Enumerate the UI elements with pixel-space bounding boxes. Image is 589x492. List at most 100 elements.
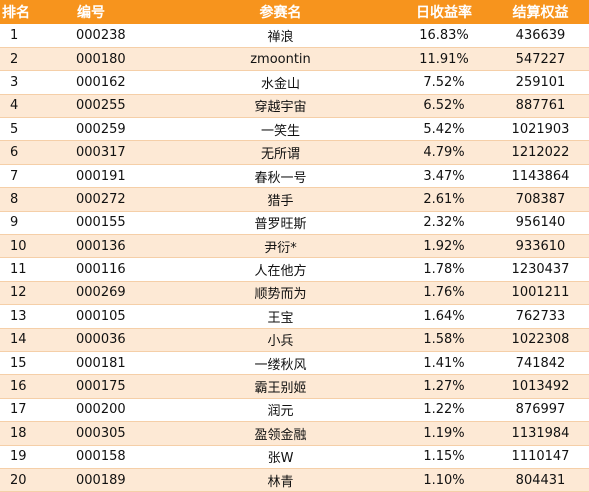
equity-cell: 1110147 bbox=[492, 445, 589, 469]
name-cell: 尹衍* bbox=[165, 234, 396, 259]
name-cell: 盈领金融 bbox=[165, 421, 396, 446]
table-row: 4 000255 穿越宇宙 6.52% 887761 bbox=[0, 94, 589, 119]
table-row: 2 000180 zmoontin 11.91% 547227 bbox=[0, 47, 589, 72]
name-cell: 春秋一号 bbox=[165, 164, 396, 189]
return-cell: 11.91% bbox=[396, 47, 492, 72]
equity-cell: 1021903 bbox=[492, 117, 589, 142]
rank-cell: 18 bbox=[0, 421, 47, 446]
return-cell: 1.41% bbox=[396, 351, 492, 376]
table-row: 17 000200 润元 1.22% 876997 bbox=[0, 398, 589, 423]
table-row: 9 000155 普罗旺斯 2.32% 956140 bbox=[0, 211, 589, 236]
equity-cell: 1143864 bbox=[492, 164, 589, 189]
equity-cell: 741842 bbox=[492, 351, 589, 376]
header-daily-return: 日收益率 bbox=[416, 5, 472, 21]
return-cell: 7.52% bbox=[396, 70, 492, 95]
name-cell: 林青 bbox=[165, 468, 396, 492]
name-cell: 润元 bbox=[165, 398, 396, 423]
header-name: 参赛名 bbox=[259, 5, 302, 21]
name-cell: 禅浪 bbox=[165, 24, 396, 48]
return-cell: 1.27% bbox=[396, 374, 492, 399]
return-cell: 3.47% bbox=[396, 164, 492, 189]
rank-cell: 4 bbox=[0, 94, 47, 119]
rank-cell: 14 bbox=[0, 328, 47, 352]
name-cell: 霸王别姬 bbox=[165, 374, 396, 399]
id-cell: 000116 bbox=[47, 257, 165, 282]
id-cell: 000180 bbox=[47, 47, 165, 72]
table-row: 10 000136 尹衍* 1.92% 933610 bbox=[0, 234, 589, 259]
rank-cell: 6 bbox=[0, 140, 47, 165]
rank-cell: 20 bbox=[0, 468, 47, 492]
name-cell: 普罗旺斯 bbox=[165, 211, 396, 236]
rank-cell: 13 bbox=[0, 304, 47, 329]
table-row: 16 000175 霸王别姬 1.27% 1013492 bbox=[0, 374, 589, 399]
return-cell: 2.32% bbox=[396, 211, 492, 236]
id-cell: 000305 bbox=[47, 421, 165, 446]
return-cell: 1.58% bbox=[396, 328, 492, 352]
return-cell: 1.15% bbox=[396, 445, 492, 469]
id-cell: 000189 bbox=[47, 468, 165, 492]
rank-cell: 12 bbox=[0, 281, 47, 306]
equity-cell: 436639 bbox=[492, 24, 589, 48]
equity-cell: 1022308 bbox=[492, 328, 589, 352]
return-cell: 16.83% bbox=[396, 24, 492, 48]
id-cell: 000317 bbox=[47, 140, 165, 165]
equity-cell: 762733 bbox=[492, 304, 589, 329]
return-cell: 5.42% bbox=[396, 117, 492, 142]
id-cell: 000036 bbox=[47, 328, 165, 352]
return-cell: 1.22% bbox=[396, 398, 492, 423]
rank-cell: 3 bbox=[0, 70, 47, 95]
table-row: 15 000181 一缕秋风 1.41% 741842 bbox=[0, 351, 589, 376]
table-row: 6 000317 无所谓 4.79% 1212022 bbox=[0, 140, 589, 165]
id-cell: 000181 bbox=[47, 351, 165, 376]
table-row: 13 000105 王宝 1.64% 762733 bbox=[0, 304, 589, 329]
equity-cell: 708387 bbox=[492, 187, 589, 212]
id-cell: 000158 bbox=[47, 445, 165, 469]
id-cell: 000272 bbox=[47, 187, 165, 212]
equity-cell: 259101 bbox=[492, 70, 589, 95]
equity-cell: 1013492 bbox=[492, 374, 589, 399]
equity-cell: 1131984 bbox=[492, 421, 589, 446]
return-cell: 1.78% bbox=[396, 257, 492, 282]
return-cell: 1.64% bbox=[396, 304, 492, 329]
equity-cell: 887761 bbox=[492, 94, 589, 119]
table-body: 1 000238 禅浪 16.83% 436639 2 000180 zmoontin 11.9… bbox=[0, 24, 589, 492]
table-row: 1 000238 禅浪 16.83% 436639 bbox=[0, 24, 589, 48]
equity-cell: 1001211 bbox=[492, 281, 589, 306]
name-cell: 猎手 bbox=[165, 187, 396, 212]
id-cell: 000259 bbox=[47, 117, 165, 142]
rank-cell: 9 bbox=[0, 211, 47, 236]
return-cell: 4.79% bbox=[396, 140, 492, 165]
rank-cell: 17 bbox=[0, 398, 47, 423]
id-cell: 000175 bbox=[47, 374, 165, 399]
table-row: 12 000269 顺势而为 1.76% 1001211 bbox=[0, 281, 589, 306]
table-row: 3 000162 水金山 7.52% 259101 bbox=[0, 70, 589, 95]
return-cell: 2.61% bbox=[396, 187, 492, 212]
id-cell: 000105 bbox=[47, 304, 165, 329]
rank-cell: 11 bbox=[0, 257, 47, 282]
name-cell: 穿越宇宙 bbox=[165, 94, 396, 119]
rank-cell: 5 bbox=[0, 117, 47, 142]
name-cell: 王宝 bbox=[165, 304, 396, 329]
equity-cell: 933610 bbox=[492, 234, 589, 259]
rank-cell: 1 bbox=[0, 24, 47, 48]
name-cell: 无所谓 bbox=[165, 140, 396, 165]
table-row: 20 000189 林青 1.10% 804431 bbox=[0, 468, 589, 492]
header-id: 编号 bbox=[77, 5, 105, 21]
header-equity: 结算权益 bbox=[512, 5, 569, 21]
rank-cell: 7 bbox=[0, 164, 47, 189]
id-cell: 000255 bbox=[47, 94, 165, 119]
table-row: 11 000116 人在他方 1.78% 1230437 bbox=[0, 257, 589, 282]
table-row: 19 000158 张W 1.15% 1110147 bbox=[0, 445, 589, 469]
equity-cell: 956140 bbox=[492, 211, 589, 236]
table-row: 18 000305 盈领金融 1.19% 1131984 bbox=[0, 421, 589, 446]
name-cell: 小兵 bbox=[165, 328, 396, 352]
rank-cell: 16 bbox=[0, 374, 47, 399]
id-cell: 000136 bbox=[47, 234, 165, 259]
id-cell: 000162 bbox=[47, 70, 165, 95]
return-cell: 1.92% bbox=[396, 234, 492, 259]
equity-cell: 876997 bbox=[492, 398, 589, 423]
return-cell: 1.19% bbox=[396, 421, 492, 446]
table-header: 排名 编号 参赛名 日收益率 结算权益 bbox=[0, 0, 589, 24]
name-cell: zmoontin bbox=[165, 47, 396, 72]
id-cell: 000200 bbox=[47, 398, 165, 423]
